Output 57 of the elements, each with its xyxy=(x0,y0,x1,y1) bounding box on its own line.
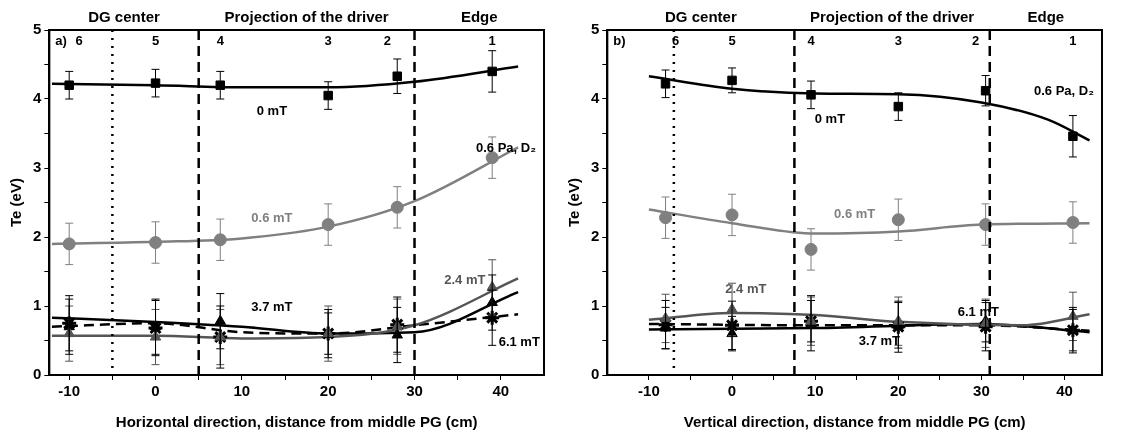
series-label: 0 mT xyxy=(814,111,846,127)
x-tick-label: 30 xyxy=(406,382,423,400)
annotation: 4 xyxy=(216,33,225,49)
text: DG center xyxy=(88,7,161,25)
x-tick-label: 10 xyxy=(233,382,251,400)
annotation: 5 xyxy=(728,33,736,49)
text: Projection of the driver xyxy=(224,7,389,25)
annotation: 3 xyxy=(324,33,332,49)
series-label: 0 mT xyxy=(256,102,288,118)
annotation: 5 xyxy=(151,33,160,49)
x-tick-label: 10 xyxy=(806,382,824,400)
text: Projection of the driver xyxy=(809,7,975,25)
x-tick-label: 20 xyxy=(889,382,907,400)
x-tick-label: -10 xyxy=(638,382,660,400)
text: DG center xyxy=(665,7,737,25)
y-tick-label: 1 xyxy=(591,296,600,314)
y-tick-label: 3 xyxy=(33,158,42,176)
x-axis-title: Vertical direction, distance from middle PG (cm) xyxy=(683,413,1026,431)
y-tick-label: 0 xyxy=(33,365,42,383)
x-tick-label: 30 xyxy=(973,382,990,400)
y-axis-title: Te (eV) xyxy=(565,178,583,227)
annotation: 0.6 Pa, D₂ xyxy=(1034,83,1095,99)
y-tick-label: 5 xyxy=(591,20,600,38)
series-label: 2.4 mT xyxy=(444,272,486,288)
y-tick-label: 5 xyxy=(33,20,42,38)
series-label: 3.7 mT xyxy=(251,298,293,314)
y-axis-title: Te (eV) xyxy=(7,178,25,227)
x-axis-title: Horizontal direction, distance from middle PG (cm) xyxy=(115,413,478,431)
text: Edge xyxy=(1027,7,1065,25)
annotation: b) xyxy=(613,33,626,49)
annotation: 3 xyxy=(894,33,902,49)
series-label: 6.1 mT xyxy=(498,334,540,350)
series-label: 0.6 mT xyxy=(251,209,293,225)
annotation: 1 xyxy=(1069,33,1077,49)
y-tick-label: 2 xyxy=(33,227,42,245)
x-tick-label: -10 xyxy=(58,382,81,400)
y-tick-label: 1 xyxy=(33,296,42,314)
y-tick-label: 4 xyxy=(591,89,600,107)
x-tick-label: 0 xyxy=(151,382,160,400)
annotation: 6 xyxy=(75,33,83,49)
annotation: a) xyxy=(55,33,67,49)
annotation: 1 xyxy=(488,33,496,49)
series-label: 0.6 mT xyxy=(834,206,876,222)
x-tick-label: 40 xyxy=(1056,382,1073,400)
annotation: 4 xyxy=(807,33,816,49)
x-tick-label: 20 xyxy=(319,382,337,400)
text: Edge xyxy=(460,7,498,25)
series-label: 2.4 mT xyxy=(725,280,767,296)
y-tick-label: 3 xyxy=(591,158,600,176)
x-tick-label: 0 xyxy=(727,382,737,400)
y-tick-label: 2 xyxy=(591,227,600,245)
y-tick-label: 0 xyxy=(591,365,600,383)
annotation: 2 xyxy=(383,33,391,49)
x-tick-label: 40 xyxy=(492,382,510,400)
annotation: 0.6 Pa, D₂ xyxy=(476,140,537,156)
annotation: 2 xyxy=(971,33,980,49)
y-tick-label: 4 xyxy=(33,89,42,107)
